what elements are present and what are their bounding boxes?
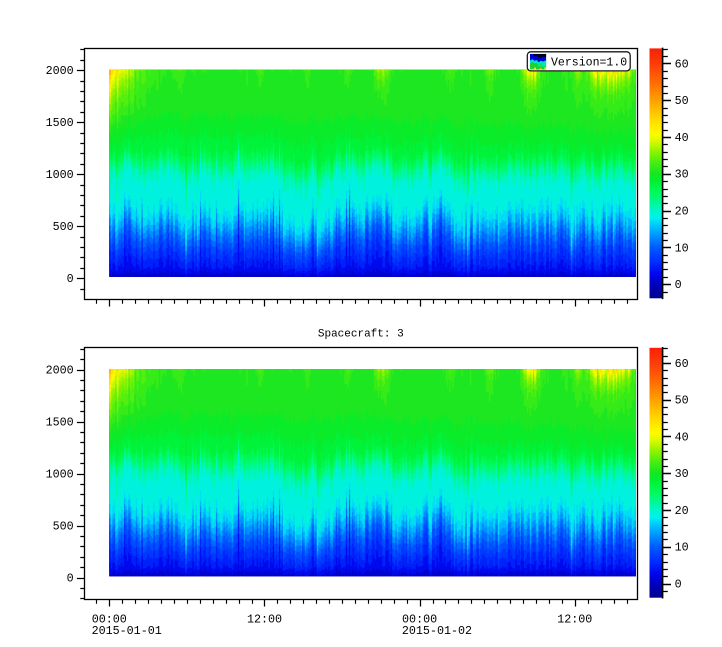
svg-text:1500: 1500	[46, 416, 74, 430]
svg-text:30: 30	[675, 467, 689, 481]
svg-text:60: 60	[675, 57, 689, 71]
svg-text:00:00: 00:00	[402, 612, 437, 626]
svg-text:12:00: 12:00	[247, 612, 282, 626]
svg-text:0: 0	[675, 278, 682, 292]
svg-text:0: 0	[67, 272, 74, 286]
svg-text:12:00: 12:00	[557, 612, 592, 626]
svg-text:40: 40	[675, 131, 689, 145]
svg-text:40: 40	[675, 430, 689, 444]
svg-text:2000: 2000	[46, 64, 74, 78]
svg-text:Spacecraft: 3: Spacecraft: 3	[318, 329, 404, 341]
svg-text:50: 50	[675, 94, 689, 108]
svg-text:500: 500	[53, 220, 74, 234]
svg-text:Version=1.0: Version=1.0	[551, 57, 627, 70]
svg-text:0: 0	[67, 572, 74, 586]
svg-text:0: 0	[675, 578, 682, 592]
svg-text:20: 20	[675, 504, 689, 518]
svg-text:30: 30	[675, 168, 689, 182]
svg-text:60: 60	[675, 357, 689, 371]
svg-text:10: 10	[675, 541, 689, 555]
svg-text:1500: 1500	[46, 116, 74, 130]
svg-text:2015-01-01: 2015-01-01	[92, 624, 162, 638]
svg-text:2000: 2000	[46, 364, 74, 378]
svg-text:10: 10	[675, 241, 689, 255]
svg-text:50: 50	[675, 394, 689, 408]
svg-text:2015-01-02: 2015-01-02	[402, 624, 472, 638]
svg-text:20: 20	[675, 205, 689, 219]
svg-text:1000: 1000	[46, 168, 74, 182]
svg-text:1000: 1000	[46, 468, 74, 482]
svg-text:00:00: 00:00	[92, 612, 127, 626]
svg-text:500: 500	[53, 520, 74, 534]
